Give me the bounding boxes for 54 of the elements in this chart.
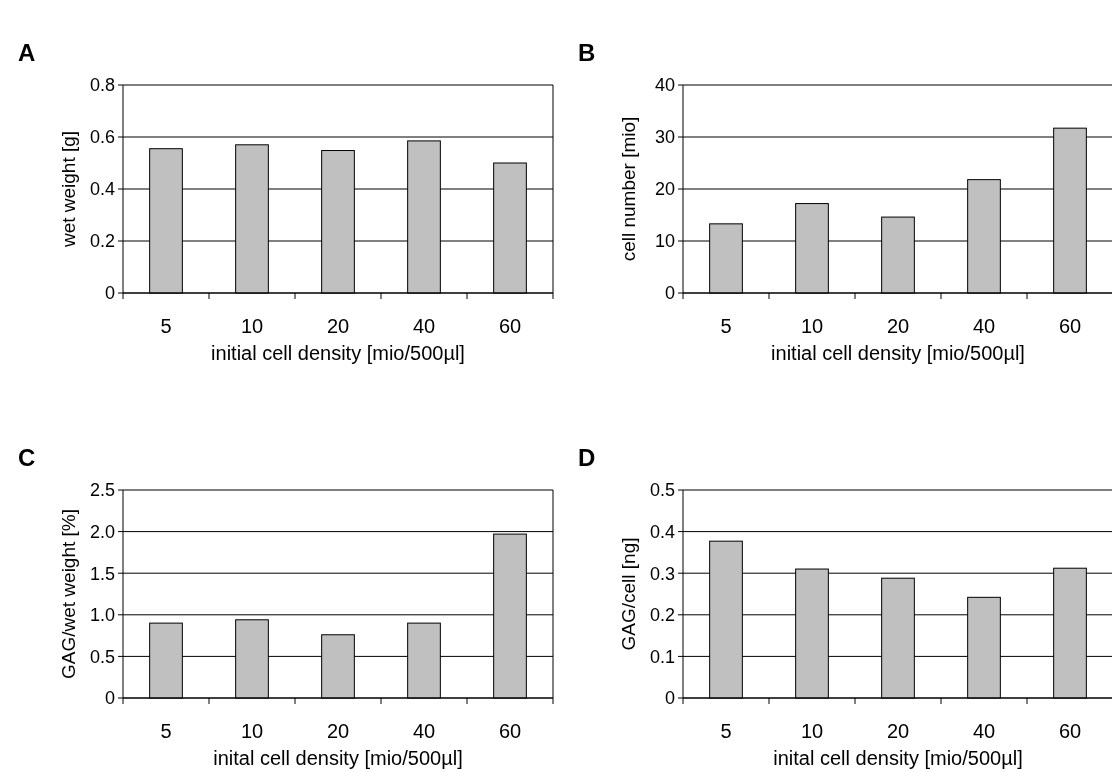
y-tick-label: 2.5 xyxy=(89,480,115,501)
y-tick-label: 0 xyxy=(104,283,115,304)
chart-title: C xyxy=(18,444,36,471)
y-tick-label: 1.0 xyxy=(89,605,115,626)
y-axis-title: GAG/cell [ng] xyxy=(618,537,639,651)
y-tick-label: 2.0 xyxy=(89,521,115,542)
y-tick-label: 10 xyxy=(654,231,675,252)
y-tick-label: 0 xyxy=(104,688,115,709)
x-axis-title: initial cell density [mio/500µl] xyxy=(211,342,465,364)
x-tick-label: 20 xyxy=(326,720,350,742)
x-tick-label: 20 xyxy=(886,315,910,337)
x-tick-label: 40 xyxy=(412,315,436,337)
x-tick-label: 10 xyxy=(800,315,824,337)
x-tick-label: 40 xyxy=(412,720,436,742)
x-axis-title: initial cell density [mio/500µl] xyxy=(771,342,1025,364)
y-tick-label: 40 xyxy=(654,75,675,96)
y-axis-title: cell number [mio] xyxy=(618,116,639,262)
y-tick-label: 0 xyxy=(664,688,675,709)
chart-title: B xyxy=(578,39,596,66)
x-tick-label: 60 xyxy=(1058,315,1082,337)
y-axis-title: wet weight [g] xyxy=(58,130,79,249)
x-axis-title: inital cell density [mio/500µl] xyxy=(213,747,463,769)
y-tick-label: 0.6 xyxy=(89,127,115,148)
y-tick-label: 0.2 xyxy=(89,231,115,252)
y-tick-label: 0.1 xyxy=(649,646,675,667)
x-tick-label: 5 xyxy=(160,315,172,337)
x-tick-label: 40 xyxy=(972,720,996,742)
y-axis-title: GAG/wet weight [%] xyxy=(58,508,79,680)
x-tick-label: 5 xyxy=(160,720,172,742)
y-tick-label: 0.4 xyxy=(89,179,115,200)
y-tick-label: 1.5 xyxy=(89,563,115,584)
x-tick-label: 20 xyxy=(326,315,350,337)
y-tick-label: 0.5 xyxy=(89,646,115,667)
y-tick-label: 0 xyxy=(664,283,675,304)
y-tick-label: 0.8 xyxy=(89,75,115,96)
y-tick-label: 20 xyxy=(654,179,675,200)
y-tick-label: 30 xyxy=(654,127,675,148)
x-tick-label: 5 xyxy=(720,315,732,337)
chart-title: A xyxy=(18,39,36,66)
y-tick-label: 0.4 xyxy=(649,521,675,542)
x-tick-label: 60 xyxy=(498,720,522,742)
x-tick-label: 10 xyxy=(800,720,824,742)
x-tick-label: 10 xyxy=(240,720,264,742)
y-tick-label: 0.5 xyxy=(649,480,675,501)
y-tick-label: 0.3 xyxy=(649,563,675,584)
x-tick-label: 40 xyxy=(972,315,996,337)
x-tick-label: 60 xyxy=(1058,720,1082,742)
y-tick-label: 0.2 xyxy=(649,605,675,626)
x-tick-label: 60 xyxy=(498,315,522,337)
chart-title: D xyxy=(578,444,596,471)
x-axis-title: inital cell density [mio/500µl] xyxy=(773,747,1023,769)
x-tick-label: 5 xyxy=(720,720,732,742)
x-tick-label: 20 xyxy=(886,720,910,742)
x-tick-label: 10 xyxy=(240,315,264,337)
